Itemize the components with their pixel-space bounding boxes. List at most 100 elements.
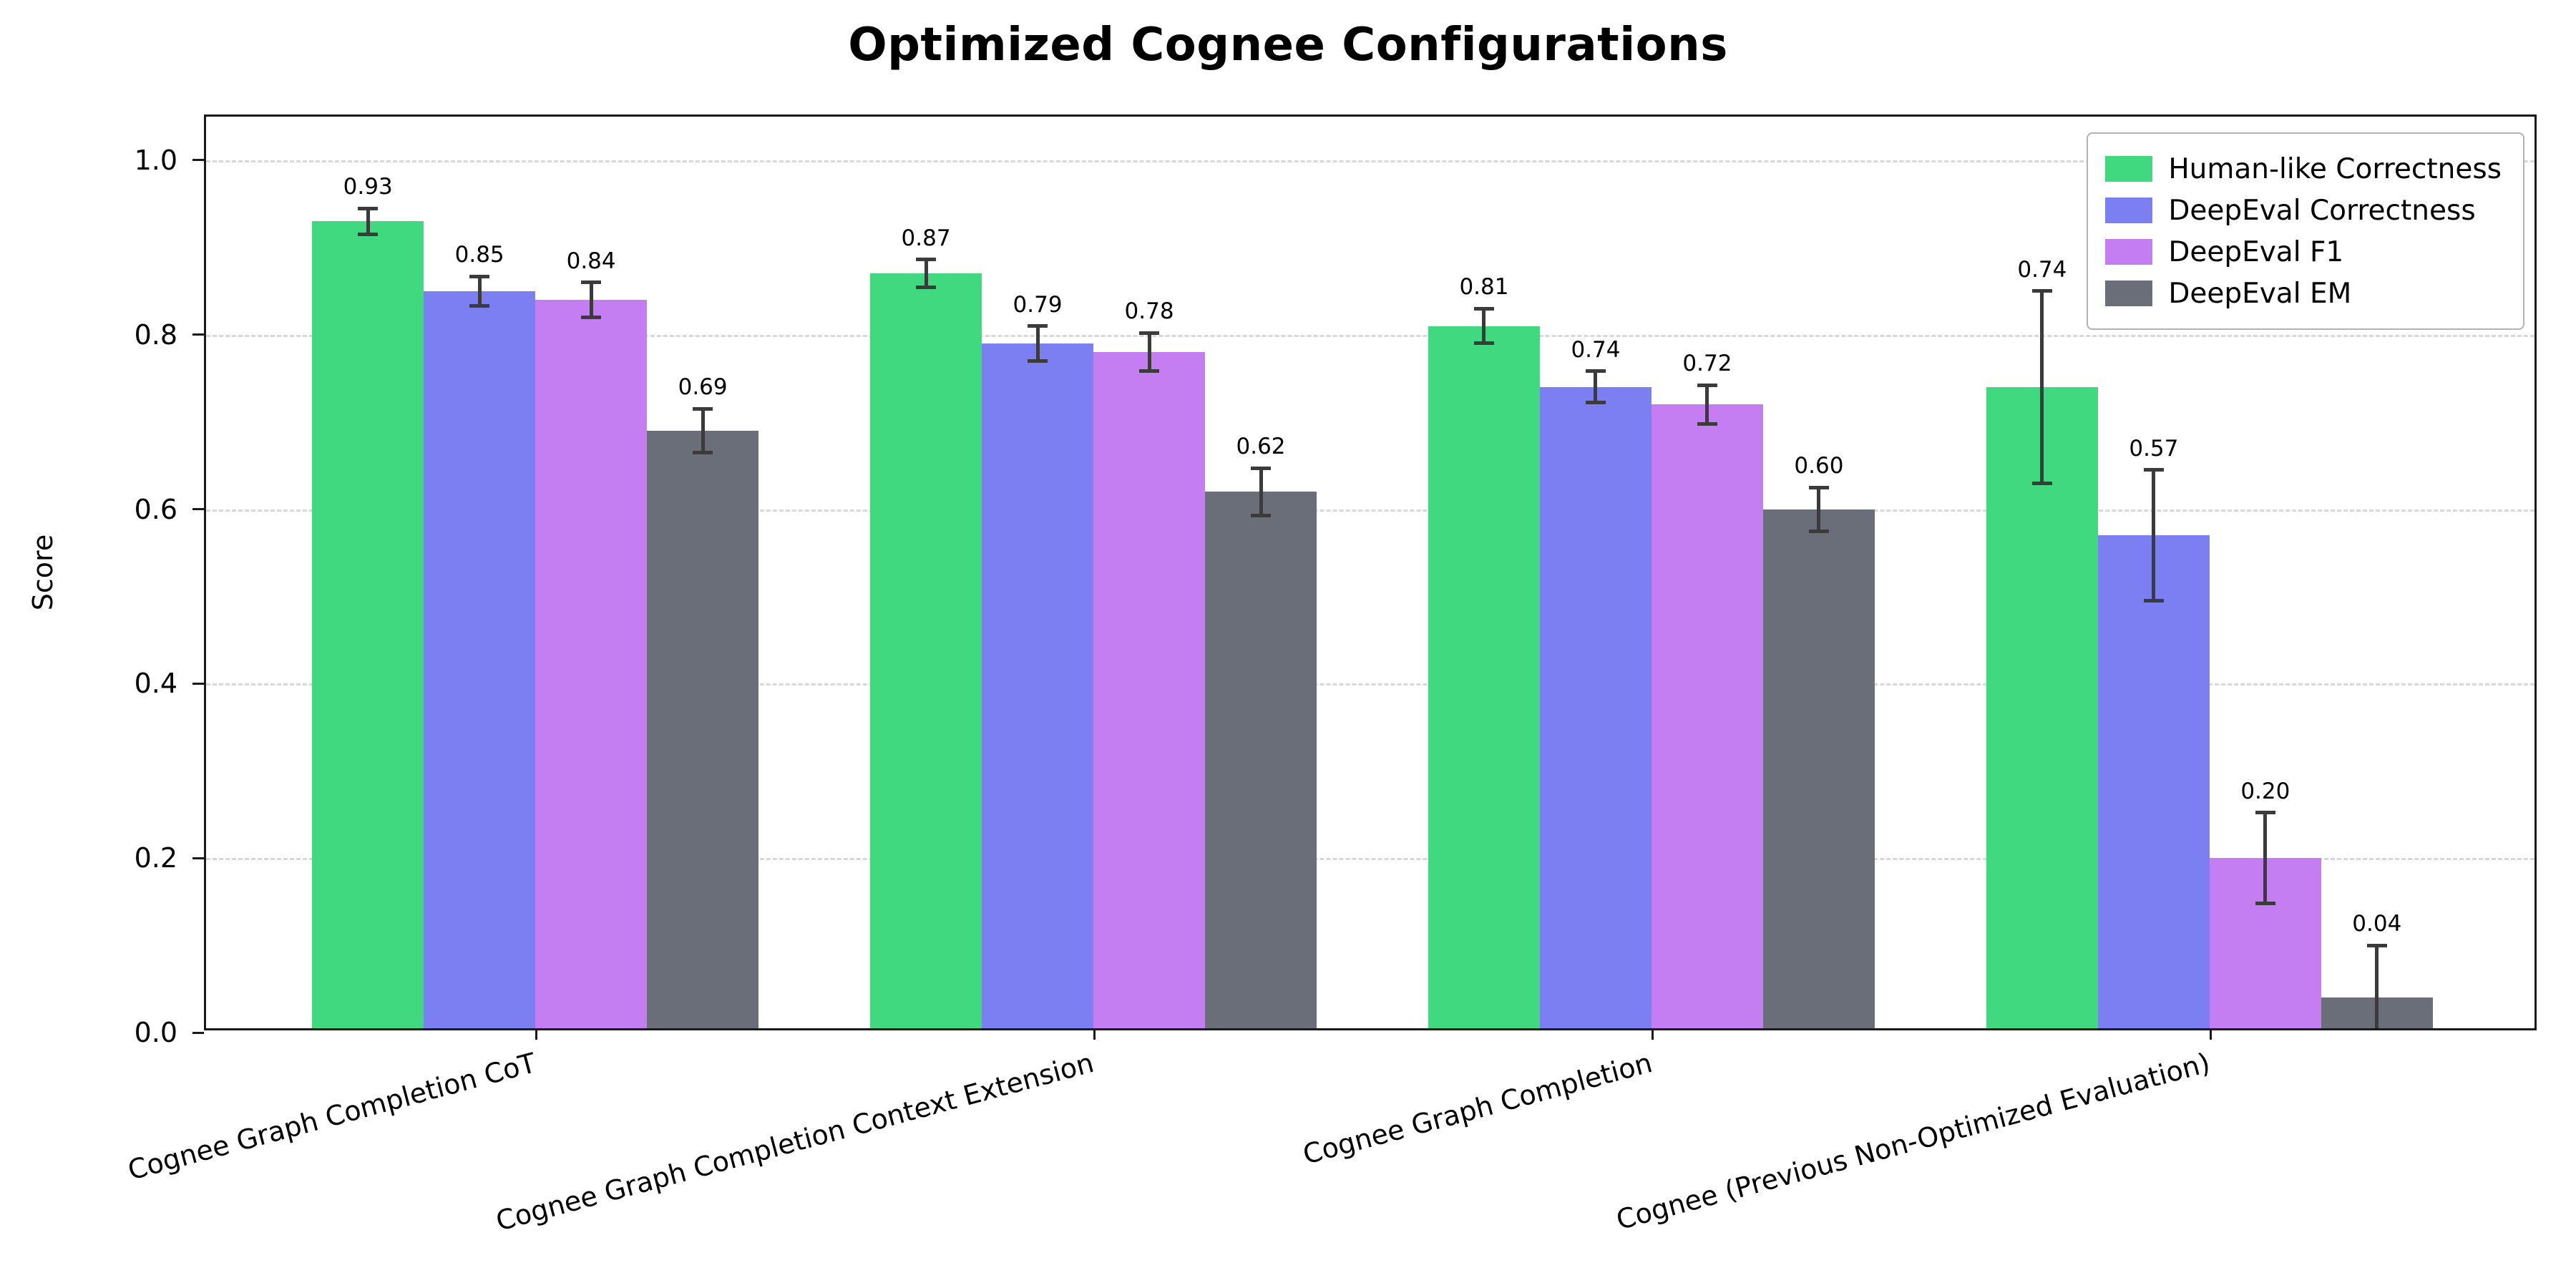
- gridline: [206, 858, 2534, 861]
- error-bar-cap: [1697, 421, 1717, 426]
- bar-value-label: 0.74: [2017, 256, 2067, 283]
- bar: [1428, 326, 1540, 1028]
- error-bar-line: [701, 409, 705, 453]
- y-tick-label: 1.0: [134, 144, 177, 176]
- legend-swatch: [2105, 280, 2153, 306]
- bar-value-label: 0.78: [1124, 298, 1174, 325]
- bar-value-label: 0.04: [2352, 911, 2402, 937]
- legend-swatch: [2105, 156, 2153, 182]
- y-tick-mark: [192, 508, 204, 511]
- bar-value-label: 0.87: [901, 225, 951, 251]
- legend-swatch: [2105, 197, 2153, 223]
- error-bar-cap: [2255, 902, 2275, 906]
- error-bar-cap: [469, 274, 490, 278]
- error-bar-cap: [1139, 369, 1160, 374]
- error-bar-line: [924, 259, 928, 288]
- x-tick-mark: [1651, 1028, 1654, 1040]
- legend: Human-like Correctness DeepEval Correctne…: [2087, 132, 2524, 330]
- bar-value-label: 0.72: [1682, 351, 1732, 377]
- error-bar-line: [1705, 385, 1709, 424]
- error-bar-line: [1035, 326, 1040, 361]
- error-bar-cap: [2031, 289, 2052, 293]
- bar: [312, 221, 424, 1028]
- bar-value-label: 0.84: [566, 248, 616, 274]
- error-bar-line: [366, 208, 370, 235]
- bar: [870, 273, 982, 1028]
- y-tick-label: 0.6: [134, 493, 177, 525]
- error-bar-line: [2375, 945, 2379, 1028]
- error-bar-line: [589, 282, 593, 318]
- legend-item: Human-like Correctness: [2105, 148, 2502, 190]
- error-bar-cap: [2143, 599, 2164, 603]
- error-bar-cap: [358, 233, 379, 237]
- gridline: [206, 334, 2534, 337]
- bar-value-label: 0.62: [1236, 434, 1286, 460]
- y-tick-mark: [192, 333, 204, 336]
- x-tick-mark: [2209, 1028, 2212, 1040]
- error-bar-line: [2263, 812, 2268, 904]
- bar-value-label: 0.93: [343, 174, 393, 200]
- bar-value-label: 0.20: [2240, 778, 2290, 804]
- bar: [1986, 386, 2098, 1028]
- legend-item: DeepEval Correctness: [2105, 190, 2502, 231]
- error-bar-cap: [1808, 529, 1829, 533]
- y-tick-label: 0.8: [134, 318, 177, 351]
- error-bar-cap: [1473, 306, 1494, 311]
- y-tick-mark: [192, 159, 204, 162]
- error-bar-cap: [2366, 943, 2387, 947]
- bar: [424, 291, 536, 1028]
- error-bar-line: [1482, 308, 1486, 343]
- error-bar-cap: [1028, 324, 1048, 328]
- error-bar-cap: [693, 406, 713, 411]
- bar: [1093, 352, 1206, 1028]
- y-tick-mark: [192, 1031, 204, 1034]
- bar: [647, 430, 759, 1028]
- legend-swatch: [2105, 239, 2153, 265]
- legend-label: DeepEval Correctness: [2168, 194, 2476, 227]
- error-bar-cap: [1251, 466, 1272, 470]
- bar: [1651, 404, 1763, 1028]
- bar-value-label: 0.81: [1459, 274, 1509, 301]
- legend-item: DeepEval EM: [2105, 273, 2502, 314]
- plot-clip-layer: [206, 117, 2534, 1028]
- error-bar-line: [1259, 468, 1263, 516]
- y-tick-mark: [192, 857, 204, 859]
- bar-value-label: 0.69: [678, 374, 728, 401]
- bar: [982, 343, 1094, 1028]
- y-tick-mark: [192, 682, 204, 685]
- error-bar-line: [1147, 333, 1151, 371]
- error-bar-cap: [1251, 513, 1272, 517]
- legend-label: DeepEval EM: [2168, 277, 2352, 310]
- error-bar-cap: [358, 206, 379, 210]
- error-bar-line: [2040, 291, 2044, 483]
- x-tick-mark: [1093, 1028, 1096, 1040]
- error-bar-cap: [1808, 485, 1829, 489]
- error-bar-cap: [1028, 358, 1048, 363]
- legend-label: Human-like Correctness: [2168, 152, 2502, 185]
- error-bar-line: [1594, 371, 1598, 403]
- bar: [2097, 535, 2210, 1028]
- gridline: [206, 683, 2534, 686]
- bar: [535, 300, 648, 1028]
- y-axis-label: Score: [27, 534, 59, 611]
- legend-item: DeepEval F1: [2105, 231, 2502, 273]
- bar: [1539, 386, 1652, 1028]
- error-bar-cap: [1585, 401, 1606, 405]
- error-bar-cap: [2143, 468, 2164, 472]
- bar-value-label: 0.60: [1794, 453, 1844, 479]
- x-tick-mark: [535, 1028, 538, 1040]
- bar-value-label: 0.74: [1571, 336, 1621, 363]
- x-tick-label: Cognee Graph Completion: [1299, 1047, 1656, 1171]
- y-tick-label: 0.0: [134, 1017, 177, 1048]
- bar-value-label: 0.57: [2129, 435, 2179, 462]
- error-bar-cap: [693, 450, 713, 454]
- error-bar-cap: [581, 280, 602, 285]
- error-bar-cap: [1697, 383, 1717, 387]
- y-tick-label: 0.2: [134, 842, 177, 874]
- plot-area: 0.93 0.87 0.81 0.74 0.85 0.79 0.74 0.57 0.84 0.78…: [125, 114, 2537, 1237]
- error-bar-cap: [916, 286, 937, 290]
- chart-title: Optimized Cognee Configurations: [848, 19, 1728, 72]
- error-bar-cap: [1473, 341, 1494, 346]
- x-tick-label: Cognee Graph Completion CoT: [125, 1047, 540, 1186]
